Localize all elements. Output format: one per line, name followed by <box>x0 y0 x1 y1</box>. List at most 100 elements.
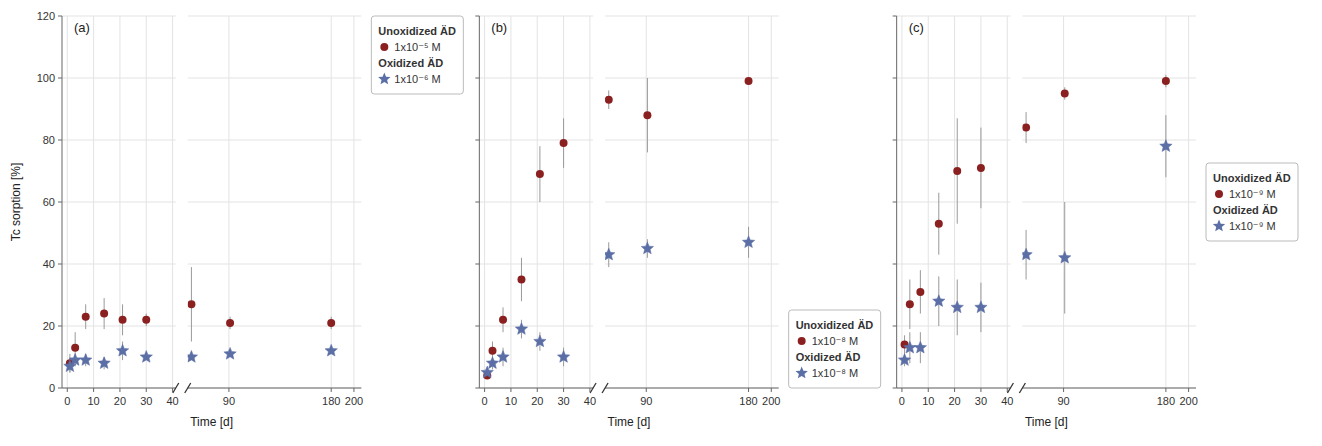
axis-break <box>1007 383 1013 393</box>
point-circle <box>916 288 924 296</box>
point-star <box>1059 251 1071 263</box>
grid-line-x <box>1063 16 1064 388</box>
grid-line-x <box>353 16 354 388</box>
point-circle <box>1162 77 1170 85</box>
grid-line-x <box>510 16 511 388</box>
tick-label-x: 40 <box>166 395 178 407</box>
point-circle <box>71 344 79 352</box>
tick-x <box>484 388 485 392</box>
tick-label-x: 40 <box>584 395 596 407</box>
tick-label-x: 200 <box>1179 395 1197 407</box>
grid-line-y <box>479 140 593 141</box>
grid-line-y <box>188 140 362 141</box>
tick-y <box>475 140 479 141</box>
tick-label-x: 180 <box>1157 395 1175 407</box>
tick-x <box>771 388 772 392</box>
tick-y <box>475 264 479 265</box>
point-circle <box>977 164 985 172</box>
point-star <box>898 354 910 366</box>
grid-line-y <box>62 388 176 389</box>
tick-y <box>893 388 897 389</box>
point-circle <box>119 316 127 324</box>
tick-x <box>748 388 749 392</box>
tick-y <box>58 16 62 17</box>
tick-label-x: 10 <box>505 395 517 407</box>
grid-line-y <box>1022 326 1196 327</box>
point-circle <box>1061 90 1069 98</box>
point-star <box>534 335 546 347</box>
legend-box <box>789 310 881 388</box>
tick-x <box>146 388 147 392</box>
grid-line-x <box>954 16 955 388</box>
grid-line-y <box>897 16 1011 17</box>
grid-line-y <box>605 388 779 389</box>
tick-label-y: 80 <box>43 134 55 146</box>
grid-line-y <box>1022 264 1196 265</box>
legend-marker <box>795 367 807 379</box>
grid-line-x <box>484 16 485 388</box>
grid-line-x <box>901 16 902 388</box>
legend-marker <box>1213 220 1225 232</box>
point-circle <box>100 310 108 318</box>
tick-label-x: 30 <box>557 395 569 407</box>
grid-line-x <box>748 16 749 388</box>
legend-title: Oxidized ÄD <box>796 351 861 363</box>
tick-y <box>58 78 62 79</box>
tick-y <box>893 264 897 265</box>
grid-line-y <box>188 326 362 327</box>
tick-label-x: 180 <box>739 395 757 407</box>
grid-line-y <box>479 78 593 79</box>
point-circle <box>953 167 961 175</box>
legend-entry: 1x10⁻⁹ M <box>1229 220 1276 232</box>
grid-line-y <box>897 326 1011 327</box>
point-star <box>140 351 152 363</box>
point-circle <box>488 347 496 355</box>
data-group <box>64 298 153 372</box>
grid-line-x <box>646 16 647 388</box>
tick-label-x: 180 <box>322 395 340 407</box>
grid-line-y <box>479 388 593 389</box>
point-circle <box>745 77 753 85</box>
tick-label-x: 200 <box>762 395 780 407</box>
grid-line-y <box>62 202 176 203</box>
axis-label-y: Tc sorption [%] <box>9 163 23 242</box>
point-star <box>975 301 987 313</box>
tick-x <box>172 388 173 392</box>
grid-line-y <box>605 326 779 327</box>
tick-y <box>475 388 479 389</box>
grid-line-y <box>897 264 1011 265</box>
tick-label-x: 200 <box>345 395 363 407</box>
point-circle <box>499 316 507 324</box>
legend-title: Oxidized ÄD <box>1213 204 1278 216</box>
grid-line-x <box>146 16 147 388</box>
tick-y <box>58 264 62 265</box>
grid-line-y <box>188 16 362 17</box>
tick-label-x: 0 <box>899 395 905 407</box>
point-star <box>325 344 337 356</box>
tick-label-x: 20 <box>948 395 960 407</box>
legend: Unoxidized ÄD1x10⁻⁵ MOxidized ÄD1x10⁻⁶ M <box>371 16 463 94</box>
panel-label: (b) <box>491 20 507 35</box>
data-group <box>898 118 987 366</box>
point-star <box>515 323 527 335</box>
tick-x <box>353 388 354 392</box>
grid-line-y <box>897 202 1011 203</box>
grid-line-y <box>1022 140 1196 141</box>
tick-x <box>954 388 955 392</box>
legend-title: Unoxidized ÄD <box>1213 172 1291 184</box>
point-star <box>605 248 615 260</box>
axis-break <box>185 383 191 393</box>
data-group <box>188 267 338 362</box>
tick-label-x: 10 <box>87 395 99 407</box>
tick-y <box>893 326 897 327</box>
legend-marker <box>378 73 390 85</box>
tick-y <box>475 78 479 79</box>
axis-x <box>479 388 593 389</box>
tick-y <box>893 202 897 203</box>
axis-label-x: Time [d] <box>608 415 651 429</box>
legend-entry: 1x10⁻⁹ M <box>1229 188 1276 200</box>
point-circle <box>188 300 196 308</box>
tick-y <box>475 202 479 203</box>
axis-label-x: Time [d] <box>190 415 233 429</box>
grid-line-y <box>188 388 362 389</box>
